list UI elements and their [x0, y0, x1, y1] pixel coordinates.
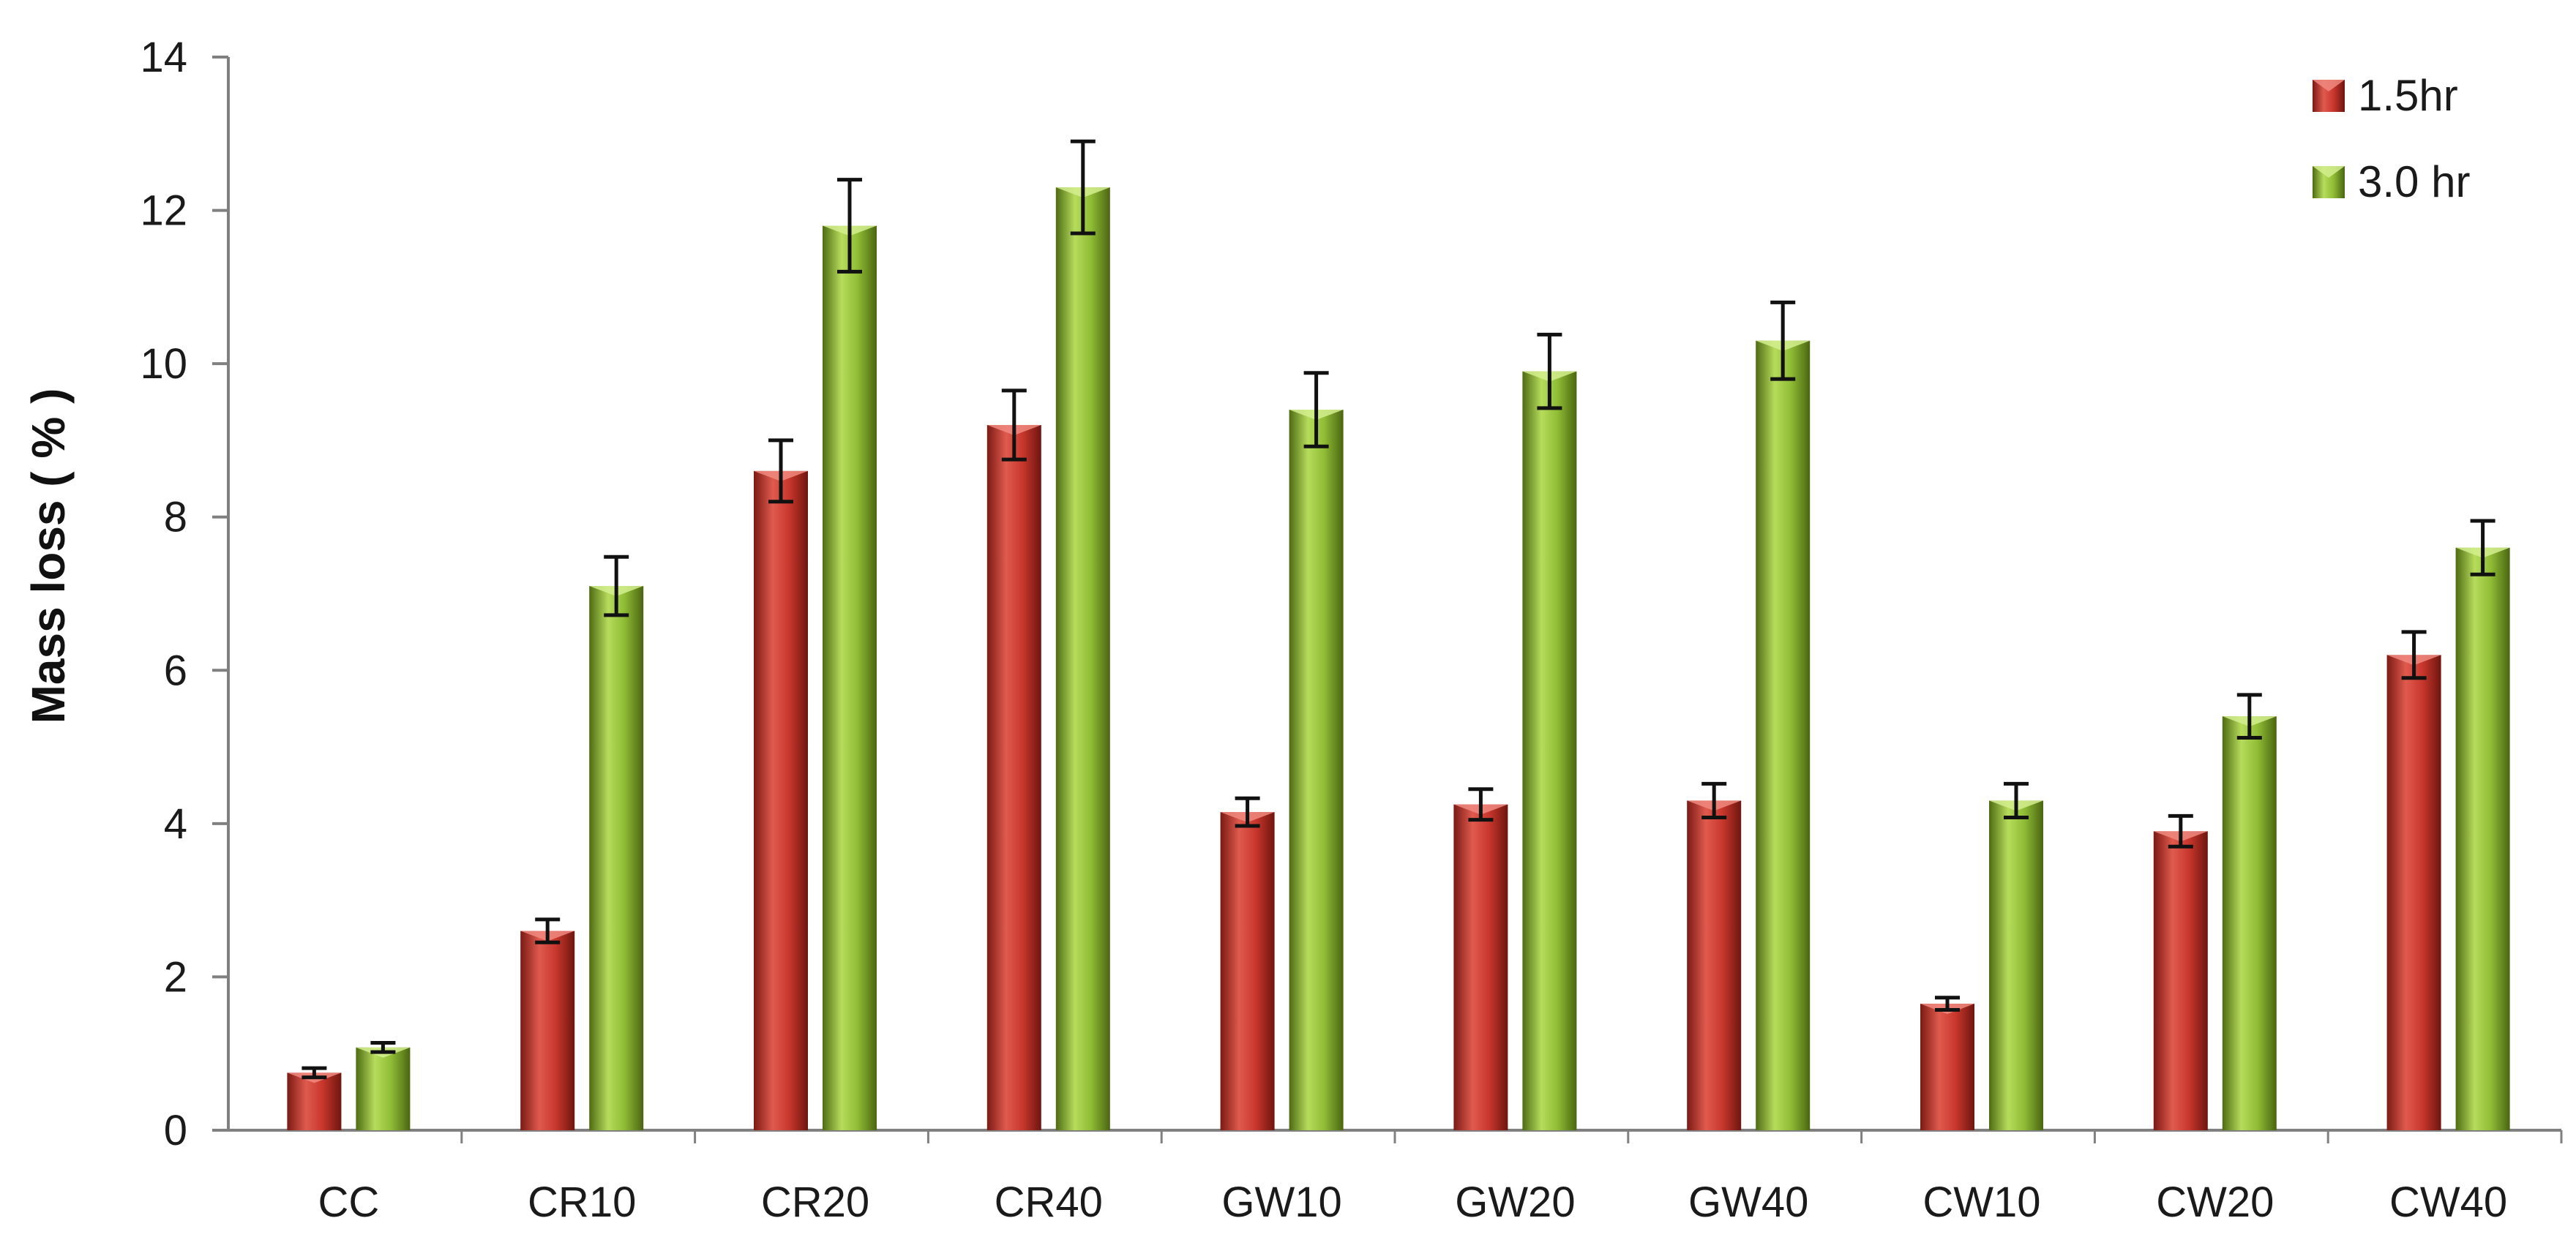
- y-tick-label: 10: [140, 340, 187, 388]
- y-tick-label: 8: [164, 494, 187, 541]
- bar-series2-gw10: [1289, 410, 1344, 1130]
- bar-series2-cw20: [2222, 716, 2277, 1130]
- error-bar: [604, 555, 629, 617]
- y-tick-label: 0: [164, 1107, 187, 1154]
- bar-series2-gw40: [1756, 340, 1811, 1130]
- error-bar: [2004, 781, 2029, 819]
- x-tick-label: CW40: [2389, 1179, 2507, 1226]
- error-bar: [2168, 813, 2193, 849]
- bar-series1-cr40: [986, 424, 1041, 1130]
- bar-series2-cc: [356, 1047, 411, 1130]
- bar-series1-cw10: [1920, 1004, 1974, 1130]
- y-tick-label: 4: [164, 800, 187, 848]
- y-tick-labels: 0 2 4 6 8 10 12 14: [140, 34, 187, 1154]
- error-bar: [2236, 693, 2262, 740]
- y-tick-label: 2: [164, 953, 187, 1001]
- y-tick-label: 12: [140, 187, 187, 235]
- bar-series1-cw40: [2386, 655, 2441, 1130]
- error-bars: [302, 139, 2496, 1080]
- y-tick-label: 14: [140, 34, 187, 81]
- bar-series2-cr20: [823, 225, 877, 1130]
- error-bar: [1935, 996, 1960, 1012]
- error-bar: [535, 917, 561, 944]
- error-bar: [768, 438, 793, 504]
- legend-label: 1.5hr: [2358, 71, 2458, 120]
- bar-series1-cr20: [754, 470, 808, 1130]
- x-tick-label: CR40: [995, 1179, 1103, 1226]
- error-bar: [1070, 139, 1096, 236]
- error-bar: [2401, 630, 2427, 680]
- x-tick-label: CC: [318, 1179, 380, 1226]
- error-bar: [1770, 300, 1796, 381]
- error-bar: [1701, 781, 1727, 819]
- x-tick-label: GW40: [1688, 1179, 1808, 1226]
- legend-label: 3.0 hr: [2358, 157, 2470, 206]
- error-bar: [1468, 787, 1494, 822]
- error-bar: [1235, 796, 1260, 828]
- bar-series2-cr10: [589, 586, 644, 1130]
- bar-series1-cw20: [2153, 831, 2208, 1130]
- bar-series2-gw20: [1522, 371, 1577, 1130]
- bar-series2-cw10: [1989, 800, 2043, 1130]
- bar-series1-gw40: [1687, 800, 1742, 1130]
- legend: 1.5hr 3.0 hr: [2313, 71, 2470, 206]
- bars: [287, 187, 2510, 1130]
- error-bar: [1537, 332, 1562, 410]
- bar-series1-gw10: [1220, 812, 1275, 1130]
- x-tick-label: GW20: [1455, 1179, 1575, 1226]
- error-bar: [1001, 388, 1027, 462]
- error-bar: [2470, 519, 2496, 576]
- x-tick-labels: CC CR10 CR20 CR40 GW10 GW20 GW40 CW10 CW20 CW40: [318, 1179, 2508, 1226]
- x-tick-label: CR20: [761, 1179, 869, 1226]
- error-bar: [1303, 371, 1329, 448]
- error-bar: [370, 1041, 396, 1054]
- x-tick-label: CW20: [2156, 1179, 2274, 1226]
- bar-series1-cr10: [520, 931, 575, 1130]
- x-tick-label: CW10: [1922, 1179, 2040, 1226]
- bar-series1-gw20: [1453, 804, 1508, 1130]
- bar-series2-cw40: [2455, 547, 2510, 1130]
- y-axis-title: Mass loss ( % ): [22, 388, 75, 724]
- error-bar: [837, 178, 862, 274]
- x-tick-label: GW10: [1221, 1179, 1341, 1226]
- error-bar: [302, 1066, 327, 1080]
- x-tick-label: CR10: [528, 1179, 636, 1226]
- bar-series2-cr40: [1055, 187, 1110, 1130]
- y-tick-label: 6: [164, 647, 187, 694]
